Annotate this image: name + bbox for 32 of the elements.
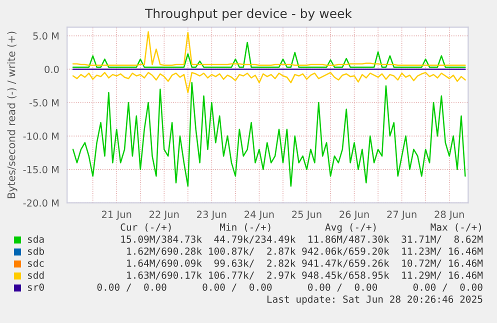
text: Cur (-/+) Min (-/+) Avg (-/+) Max (-/+) bbox=[120, 223, 481, 233]
y-tick-label: -5.0 M bbox=[29, 99, 59, 106]
x-tick-label: 24 Jun bbox=[244, 210, 274, 220]
legend-label: sda bbox=[28, 235, 44, 243]
legend-label: sr0 bbox=[28, 283, 44, 291]
y-axis-title: Bytes/second read (-) / write (+) bbox=[7, 32, 18, 198]
line-series bbox=[72, 82, 466, 187]
legend-label: sdb bbox=[28, 247, 44, 255]
y-tick-label: -15.0 M bbox=[23, 166, 59, 174]
line-series bbox=[72, 31, 466, 66]
x-tick-label: 28 Jun bbox=[434, 210, 464, 220]
x-tick-label: 23 Jun bbox=[197, 210, 226, 220]
x-tick-label: 22 Jun bbox=[150, 210, 179, 220]
text: 1.63M/690.17k 106.77k/ 2.97k 948.45k/658.95k 11.29M/ 16.46M bbox=[127, 271, 483, 280]
legend-label: sdc bbox=[28, 259, 44, 267]
chart-title: Throughput per device - by week bbox=[144, 8, 352, 21]
text: 0.00 / 0.00 0.00 / 0.00 0.00 / 0.00 0.00 / 0.00 bbox=[97, 283, 482, 292]
line-series bbox=[72, 72, 466, 94]
x-tick-label: 21 Jun bbox=[102, 210, 132, 220]
x-tick-label: 27 Jun bbox=[387, 210, 416, 220]
text: Last update: Sat Jun 28 20:26:46 2025 bbox=[267, 295, 482, 305]
text: 1.64M/690.09k 99.63k/ 2.82k 941.47k/659.26k 10.72M/ 16.46M bbox=[127, 259, 483, 268]
y-tick-label: -20.0 M bbox=[23, 199, 59, 207]
text: 1.62M/690.28k 100.87k/ 2.87k 942.06k/659.20k 11.23M/ 16.46M bbox=[127, 247, 483, 256]
line-series bbox=[72, 42, 466, 68]
x-tick-label: 25 Jun bbox=[292, 210, 322, 220]
text: 15.09M/384.73k 44.79k/234.49k 11.86M/487.30k 31.71M/ 8.62M bbox=[121, 235, 483, 244]
y-tick-label: -10.0 M bbox=[23, 132, 59, 140]
y-tick-label: 0.0 bbox=[44, 66, 59, 74]
legend-label: sdd bbox=[28, 271, 44, 279]
y-tick-label: 5.0 M bbox=[33, 32, 59, 40]
x-tick-label: 26 Jun bbox=[340, 210, 369, 220]
